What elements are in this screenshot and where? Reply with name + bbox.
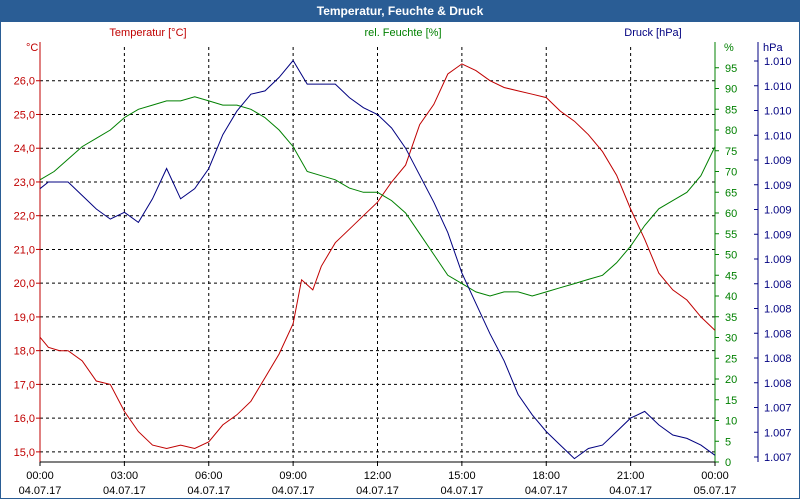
humidity-tick-label: 40 xyxy=(725,291,737,303)
x-tick-time-label: 12:00 xyxy=(364,470,392,482)
humidity-tick-label: 25 xyxy=(725,353,737,365)
pressure-tick-label: 1.008 xyxy=(764,279,792,291)
humidity-tick-label: 65 xyxy=(725,187,737,199)
plot-area xyxy=(36,42,759,466)
temperature-tick-label: 19,0 xyxy=(14,312,35,324)
temperature-series-label: Temperatur [°C] xyxy=(109,27,186,39)
axis-labels: Temperatur [°C] rel. Feuchte [%] Druck [hP… xyxy=(14,27,792,497)
temperature-tick-label: 15,0 xyxy=(14,447,35,459)
temperature-tick-label: 17,0 xyxy=(14,379,35,391)
x-tick-date-label: 04.07.17 xyxy=(19,485,62,497)
x-tick-date-label: 04.07.17 xyxy=(609,485,652,497)
temperature-tick-label: 16,0 xyxy=(14,413,35,425)
x-tick-time-label: 00:00 xyxy=(701,470,729,482)
x-tick-time-label: 21:00 xyxy=(617,470,645,482)
humidity-tick-label: 70 xyxy=(725,167,737,179)
humidity-tick-label: 90 xyxy=(725,84,737,96)
humidity-tick-label: 50 xyxy=(725,250,737,262)
pressure-tick-label: 1.007 xyxy=(764,452,792,464)
pressure-tick-label: 1.007 xyxy=(764,427,792,439)
pressure-line xyxy=(39,59,716,460)
humidity-tick-label: 20 xyxy=(725,374,737,386)
temperature-tick-label: 22,0 xyxy=(14,211,35,223)
humidity-tick-label: 45 xyxy=(725,270,737,282)
humidity-tick-label: 5 xyxy=(725,436,731,448)
pressure-tick-label: 1.009 xyxy=(764,205,792,217)
humidity-tick-label: 0 xyxy=(725,457,731,469)
x-tick-time-label: 15:00 xyxy=(448,470,476,482)
x-tick-date-label: 05.07.17 xyxy=(694,485,737,497)
temperature-line xyxy=(39,63,716,450)
pressure-tick-label: 1.009 xyxy=(764,180,792,192)
x-tick-date-label: 04.07.17 xyxy=(187,485,230,497)
temperature-tick-label: 25,0 xyxy=(14,109,35,121)
x-tick-time-label: 03:00 xyxy=(111,470,139,482)
humidity-tick-label: 55 xyxy=(725,229,737,241)
chart-title: Temperatur, Feuchte & Druck xyxy=(0,0,800,22)
pressure-tick-label: 1.008 xyxy=(764,328,792,340)
humidity-tick-label: 75 xyxy=(725,146,737,158)
x-tick-date-label: 04.07.17 xyxy=(356,485,399,497)
temperature-tick-label: 24,0 xyxy=(14,143,35,155)
humidity-tick-label: 10 xyxy=(725,416,737,428)
temperature-tick-label: 23,0 xyxy=(14,177,35,189)
humidity-line xyxy=(39,96,716,297)
humidity-tick-label: 85 xyxy=(725,104,737,116)
humidity-tick-label: 35 xyxy=(725,312,737,324)
x-tick-date-label: 04.07.17 xyxy=(440,485,483,497)
x-tick-date-label: 04.07.17 xyxy=(272,485,315,497)
pressure-tick-label: 1.007 xyxy=(764,403,792,415)
pressure-tick-label: 1.009 xyxy=(764,254,792,266)
pressure-unit-label: hPa xyxy=(763,42,783,54)
x-tick-time-label: 18:00 xyxy=(532,470,560,482)
pressure-tick-label: 1.008 xyxy=(764,304,792,316)
pressure-tick-label: 1.010 xyxy=(764,81,792,93)
temperature-tick-label: 21,0 xyxy=(14,244,35,256)
pressure-tick-label: 1.009 xyxy=(764,229,792,241)
temperature-tick-label: 20,0 xyxy=(14,278,35,290)
x-tick-date-label: 04.07.17 xyxy=(103,485,146,497)
temperature-tick-label: 26,0 xyxy=(14,76,35,88)
humidity-unit-label: % xyxy=(724,42,734,54)
pressure-tick-label: 1.009 xyxy=(764,155,792,167)
chart-frame xyxy=(0,22,800,499)
humidity-series-label: rel. Feuchte [%] xyxy=(364,27,441,39)
x-tick-time-label: 09:00 xyxy=(279,470,307,482)
humidity-tick-label: 30 xyxy=(725,333,737,345)
pressure-tick-label: 1.010 xyxy=(764,130,792,142)
x-tick-time-label: 00:00 xyxy=(26,470,54,482)
humidity-tick-label: 80 xyxy=(725,125,737,137)
humidity-tick-label: 15 xyxy=(725,395,737,407)
humidity-tick-label: 95 xyxy=(725,63,737,75)
pressure-tick-label: 1.008 xyxy=(764,378,792,390)
series-lines xyxy=(39,59,716,460)
humidity-tick-label: 60 xyxy=(725,208,737,220)
pressure-tick-label: 1.010 xyxy=(764,56,792,68)
pressure-series-label: Druck [hPa] xyxy=(624,27,681,39)
temperature-unit-label: °C xyxy=(26,42,38,54)
pressure-tick-label: 1.008 xyxy=(764,353,792,365)
grid-lines xyxy=(40,47,715,462)
x-tick-date-label: 04.07.17 xyxy=(525,485,568,497)
pressure-tick-label: 1.010 xyxy=(764,106,792,118)
temperature-tick-label: 18,0 xyxy=(14,346,35,358)
x-tick-time-label: 06:00 xyxy=(195,470,223,482)
